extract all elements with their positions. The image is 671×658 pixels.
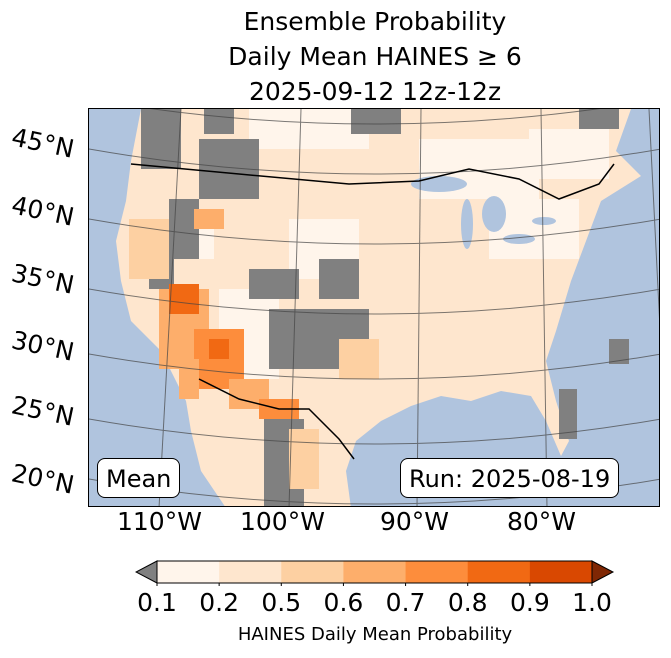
us-mexico-border bbox=[198, 378, 355, 460]
colorbar-tick-label: 0.7 bbox=[385, 588, 426, 617]
title-line-3: 2025-09-12 12z-12z bbox=[248, 77, 502, 106]
colorbar-segment bbox=[343, 561, 407, 583]
title-line-2: Daily Mean HAINES ≥ 6 bbox=[228, 42, 522, 71]
run-date-box: Run: 2025-08-19 bbox=[400, 458, 620, 498]
lat-label-45: 45°N bbox=[8, 122, 77, 164]
colorbar-tick-label: 0.9 bbox=[509, 588, 550, 617]
colorbar-tick-label: 0.5 bbox=[261, 588, 302, 617]
colorbar-segment bbox=[467, 561, 531, 583]
title-line-1: Ensemble Probability bbox=[243, 7, 507, 36]
lat-label-20: 20°N bbox=[8, 458, 77, 500]
colorbar-tick-label: 0.6 bbox=[323, 588, 364, 617]
colorbar-tick-label: 0.1 bbox=[137, 588, 177, 617]
colorbar-under-arrow bbox=[135, 560, 158, 584]
lon-label-80w: 80°W bbox=[507, 507, 577, 536]
colorbar-tick-label: 0.2 bbox=[199, 588, 240, 617]
statistic-box: Mean bbox=[97, 458, 181, 498]
colorbar bbox=[135, 560, 615, 586]
colorbar-segment bbox=[405, 561, 469, 583]
colorbar-tick-label: 0.8 bbox=[447, 588, 488, 617]
colorbar-segment bbox=[157, 561, 220, 583]
colorbar-over-arrow bbox=[591, 560, 615, 584]
lon-label-110w: 110°W bbox=[117, 507, 202, 536]
lat-label-30: 30°N bbox=[8, 325, 77, 367]
colorbar-segment bbox=[529, 561, 593, 583]
colorbar-outline bbox=[156, 560, 593, 584]
lat-label-25: 25°N bbox=[8, 390, 77, 432]
lon-label-100w: 100°W bbox=[240, 507, 325, 536]
lon-label-90w: 90°W bbox=[380, 507, 450, 536]
lat-label-40: 40°N bbox=[8, 190, 77, 232]
colorbar-tick-label: 1.0 bbox=[572, 588, 612, 617]
great-lakes bbox=[411, 176, 556, 249]
lat-label-35: 35°N bbox=[8, 258, 77, 300]
colorbar-segment bbox=[219, 561, 282, 583]
us-border bbox=[130, 163, 615, 200]
map-canvas bbox=[89, 109, 659, 506]
colorbar-segment bbox=[281, 561, 344, 583]
probability-map bbox=[88, 108, 660, 507]
no-data-areas bbox=[141, 109, 629, 506]
colorbar-label: HAINES Daily Mean Probability bbox=[237, 624, 513, 645]
